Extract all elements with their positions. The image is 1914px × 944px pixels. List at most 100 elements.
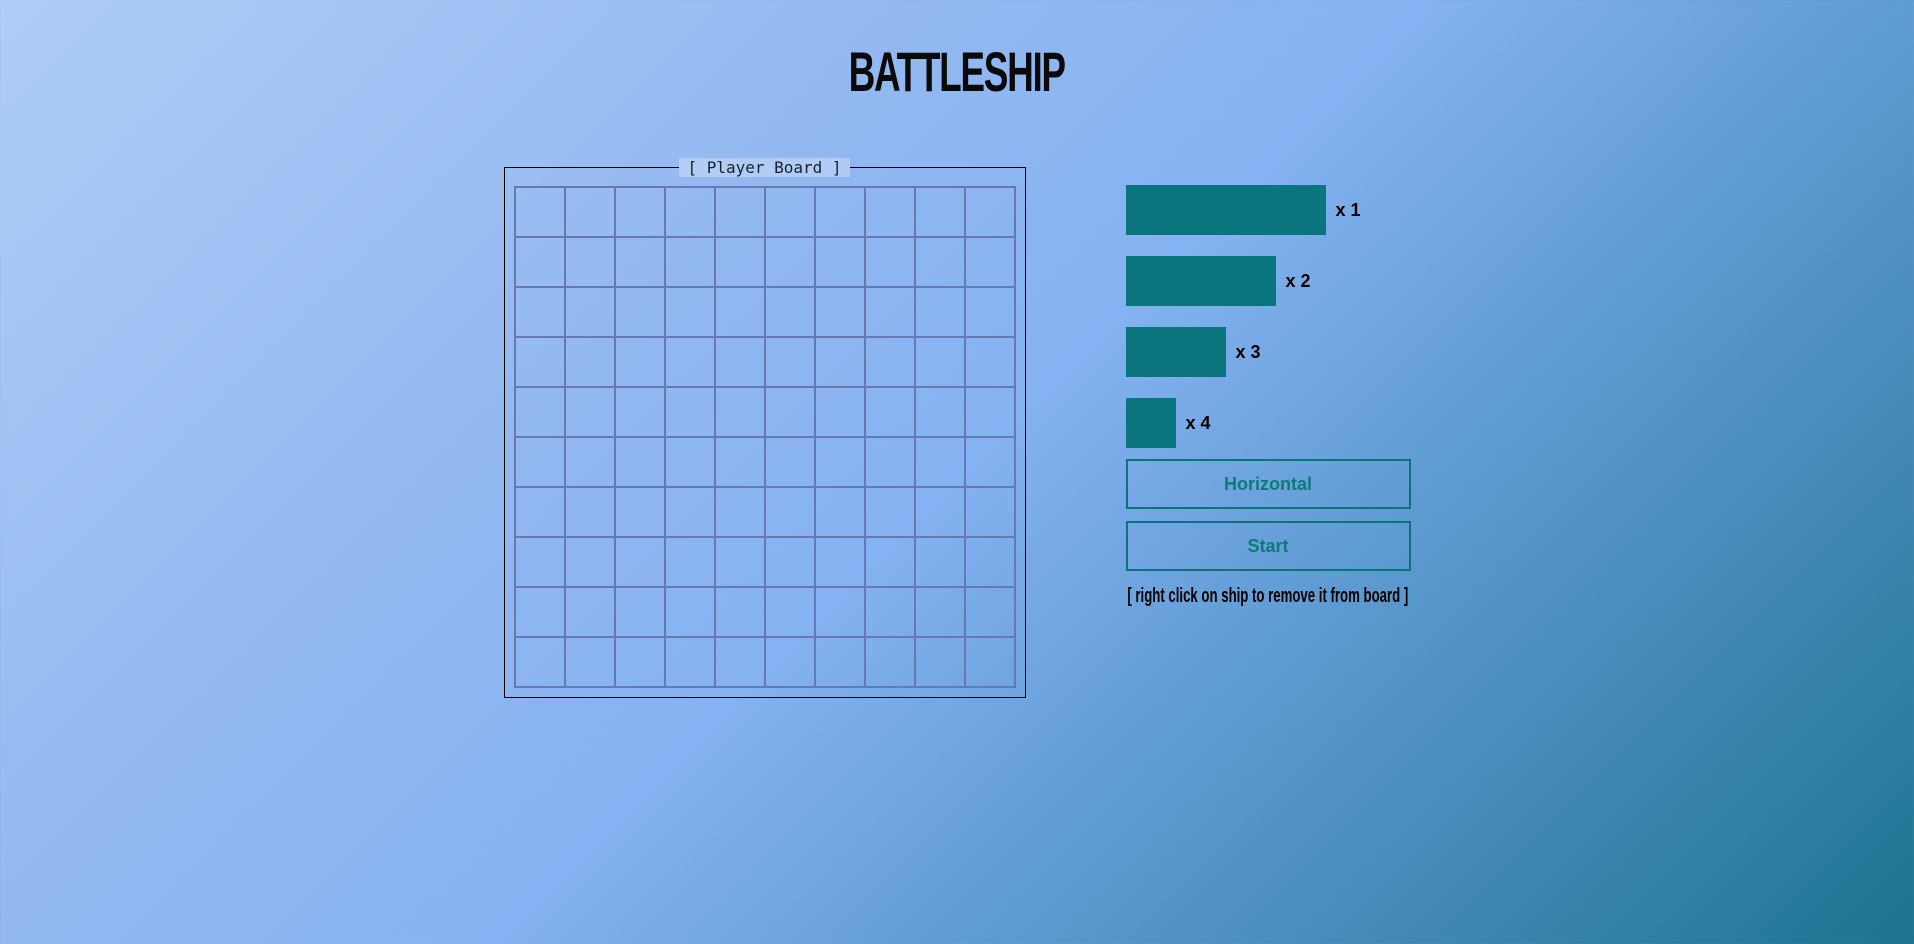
board-cell[interactable] bbox=[614, 187, 665, 237]
board-cell[interactable] bbox=[764, 187, 815, 237]
board-cell[interactable] bbox=[814, 237, 865, 287]
board-cell[interactable] bbox=[714, 287, 765, 337]
board-cell[interactable] bbox=[514, 287, 565, 337]
board-cell[interactable] bbox=[714, 337, 765, 387]
board-cell[interactable] bbox=[964, 637, 1015, 687]
board-cell[interactable] bbox=[514, 187, 565, 237]
board-cell[interactable] bbox=[564, 587, 615, 637]
board-cell[interactable] bbox=[964, 537, 1015, 587]
board-cell[interactable] bbox=[564, 487, 615, 537]
board-cell[interactable] bbox=[864, 387, 915, 437]
board-cell[interactable] bbox=[514, 387, 565, 437]
board-cell[interactable] bbox=[964, 387, 1015, 437]
board-cell[interactable] bbox=[964, 487, 1015, 537]
board-cell[interactable] bbox=[764, 637, 815, 687]
ship-2-cell[interactable] bbox=[1125, 327, 1226, 377]
board-cell[interactable] bbox=[614, 337, 665, 387]
board-cell[interactable] bbox=[864, 587, 915, 637]
board-cell[interactable] bbox=[814, 587, 865, 637]
board-cell[interactable] bbox=[564, 537, 615, 587]
board-cell[interactable] bbox=[664, 537, 715, 587]
board-cell[interactable] bbox=[614, 537, 665, 587]
board-cell[interactable] bbox=[964, 187, 1015, 237]
board-cell[interactable] bbox=[614, 637, 665, 687]
board-cell[interactable] bbox=[764, 487, 815, 537]
board-cell[interactable] bbox=[914, 287, 965, 337]
board-cell[interactable] bbox=[914, 587, 965, 637]
board-cell[interactable] bbox=[814, 487, 865, 537]
board-cell[interactable] bbox=[564, 637, 615, 687]
board-cell[interactable] bbox=[914, 637, 965, 687]
board-cell[interactable] bbox=[714, 437, 765, 487]
board-cell[interactable] bbox=[714, 637, 765, 687]
board-cell[interactable] bbox=[564, 187, 615, 237]
board-cell[interactable] bbox=[764, 387, 815, 437]
board-cell[interactable] bbox=[914, 187, 965, 237]
board-cell[interactable] bbox=[914, 437, 965, 487]
board-cell[interactable] bbox=[614, 437, 665, 487]
board-cell[interactable] bbox=[814, 537, 865, 587]
board-cell[interactable] bbox=[564, 237, 615, 287]
board-cell[interactable] bbox=[714, 487, 765, 537]
board-cell[interactable] bbox=[814, 387, 865, 437]
board-cell[interactable] bbox=[664, 337, 715, 387]
board-cell[interactable] bbox=[664, 187, 715, 237]
board-cell[interactable] bbox=[914, 537, 965, 587]
board-cell[interactable] bbox=[864, 287, 915, 337]
board-cell[interactable] bbox=[714, 187, 765, 237]
board-cell[interactable] bbox=[914, 337, 965, 387]
board-cell[interactable] bbox=[814, 337, 865, 387]
board-cell[interactable] bbox=[864, 337, 915, 387]
board-cell[interactable] bbox=[914, 487, 965, 537]
board-cell[interactable] bbox=[564, 437, 615, 487]
board-cell[interactable] bbox=[964, 587, 1015, 637]
orientation-toggle-button[interactable]: Horizontal bbox=[1125, 459, 1411, 509]
start-button[interactable]: Start bbox=[1125, 521, 1411, 571]
board-cell[interactable] bbox=[864, 437, 915, 487]
board-cell[interactable] bbox=[514, 487, 565, 537]
board-cell[interactable] bbox=[864, 187, 915, 237]
board-cell[interactable] bbox=[614, 237, 665, 287]
board-cell[interactable] bbox=[764, 437, 815, 487]
board-cell[interactable] bbox=[964, 437, 1015, 487]
board-cell[interactable] bbox=[614, 287, 665, 337]
board-cell[interactable] bbox=[664, 437, 715, 487]
board-cell[interactable] bbox=[864, 637, 915, 687]
board-cell[interactable] bbox=[714, 537, 765, 587]
board-cell[interactable] bbox=[664, 287, 715, 337]
board-cell[interactable] bbox=[864, 487, 915, 537]
board-cell[interactable] bbox=[514, 437, 565, 487]
board-cell[interactable] bbox=[814, 437, 865, 487]
board-cell[interactable] bbox=[614, 387, 665, 437]
board-cell[interactable] bbox=[864, 537, 915, 587]
board-cell[interactable] bbox=[564, 287, 615, 337]
board-cell[interactable] bbox=[514, 587, 565, 637]
board-cell[interactable] bbox=[514, 537, 565, 587]
board-cell[interactable] bbox=[964, 287, 1015, 337]
board-cell[interactable] bbox=[914, 387, 965, 437]
board-cell[interactable] bbox=[614, 587, 665, 637]
board-cell[interactable] bbox=[564, 387, 615, 437]
board-cell[interactable] bbox=[664, 237, 715, 287]
board-cell[interactable] bbox=[914, 237, 965, 287]
board-cell[interactable] bbox=[514, 337, 565, 387]
board-cell[interactable] bbox=[714, 237, 765, 287]
board-cell[interactable] bbox=[564, 337, 615, 387]
board-cell[interactable] bbox=[714, 387, 765, 437]
board-cell[interactable] bbox=[814, 637, 865, 687]
ship-1-cell[interactable] bbox=[1125, 398, 1176, 448]
ship-4-cell[interactable] bbox=[1125, 185, 1326, 235]
board-cell[interactable] bbox=[664, 487, 715, 537]
board-cell[interactable] bbox=[764, 237, 815, 287]
board-cell[interactable] bbox=[514, 237, 565, 287]
board-cell[interactable] bbox=[664, 387, 715, 437]
board-cell[interactable] bbox=[814, 187, 865, 237]
ship-3-cell[interactable] bbox=[1125, 256, 1276, 306]
board-cell[interactable] bbox=[764, 287, 815, 337]
board-cell[interactable] bbox=[614, 487, 665, 537]
board-cell[interactable] bbox=[814, 287, 865, 337]
board-cell[interactable] bbox=[714, 587, 765, 637]
board-cell[interactable] bbox=[514, 637, 565, 687]
board-cell[interactable] bbox=[764, 587, 815, 637]
board-cell[interactable] bbox=[664, 587, 715, 637]
